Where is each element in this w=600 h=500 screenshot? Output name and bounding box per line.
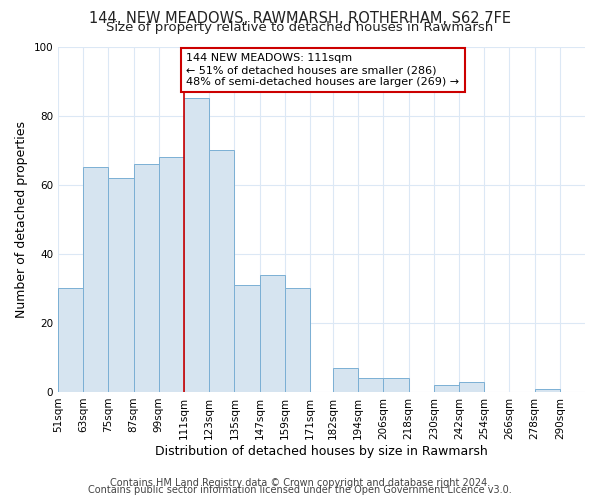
Text: 144, NEW MEADOWS, RAWMARSH, ROTHERHAM, S62 7FE: 144, NEW MEADOWS, RAWMARSH, ROTHERHAM, S…: [89, 11, 511, 26]
Bar: [434, 385, 459, 392]
Y-axis label: Number of detached properties: Number of detached properties: [15, 120, 28, 318]
Bar: [333, 368, 358, 392]
Bar: [535, 388, 560, 392]
Bar: [459, 382, 484, 392]
Text: Contains HM Land Registry data © Crown copyright and database right 2024.: Contains HM Land Registry data © Crown c…: [110, 478, 490, 488]
Bar: [184, 98, 209, 392]
Bar: [358, 378, 383, 392]
Bar: [235, 285, 260, 392]
Text: 144 NEW MEADOWS: 111sqm
← 51% of detached houses are smaller (286)
48% of semi-d: 144 NEW MEADOWS: 111sqm ← 51% of detache…: [186, 54, 459, 86]
Text: Size of property relative to detached houses in Rawmarsh: Size of property relative to detached ho…: [106, 22, 494, 35]
Bar: [58, 288, 83, 392]
Bar: [134, 164, 159, 392]
Bar: [260, 274, 285, 392]
Bar: [159, 157, 184, 392]
Bar: [383, 378, 409, 392]
Bar: [209, 150, 235, 392]
Bar: [109, 178, 134, 392]
X-axis label: Distribution of detached houses by size in Rawmarsh: Distribution of detached houses by size …: [155, 444, 488, 458]
Text: Contains public sector information licensed under the Open Government Licence v3: Contains public sector information licen…: [88, 485, 512, 495]
Bar: [83, 168, 109, 392]
Bar: [285, 288, 310, 392]
